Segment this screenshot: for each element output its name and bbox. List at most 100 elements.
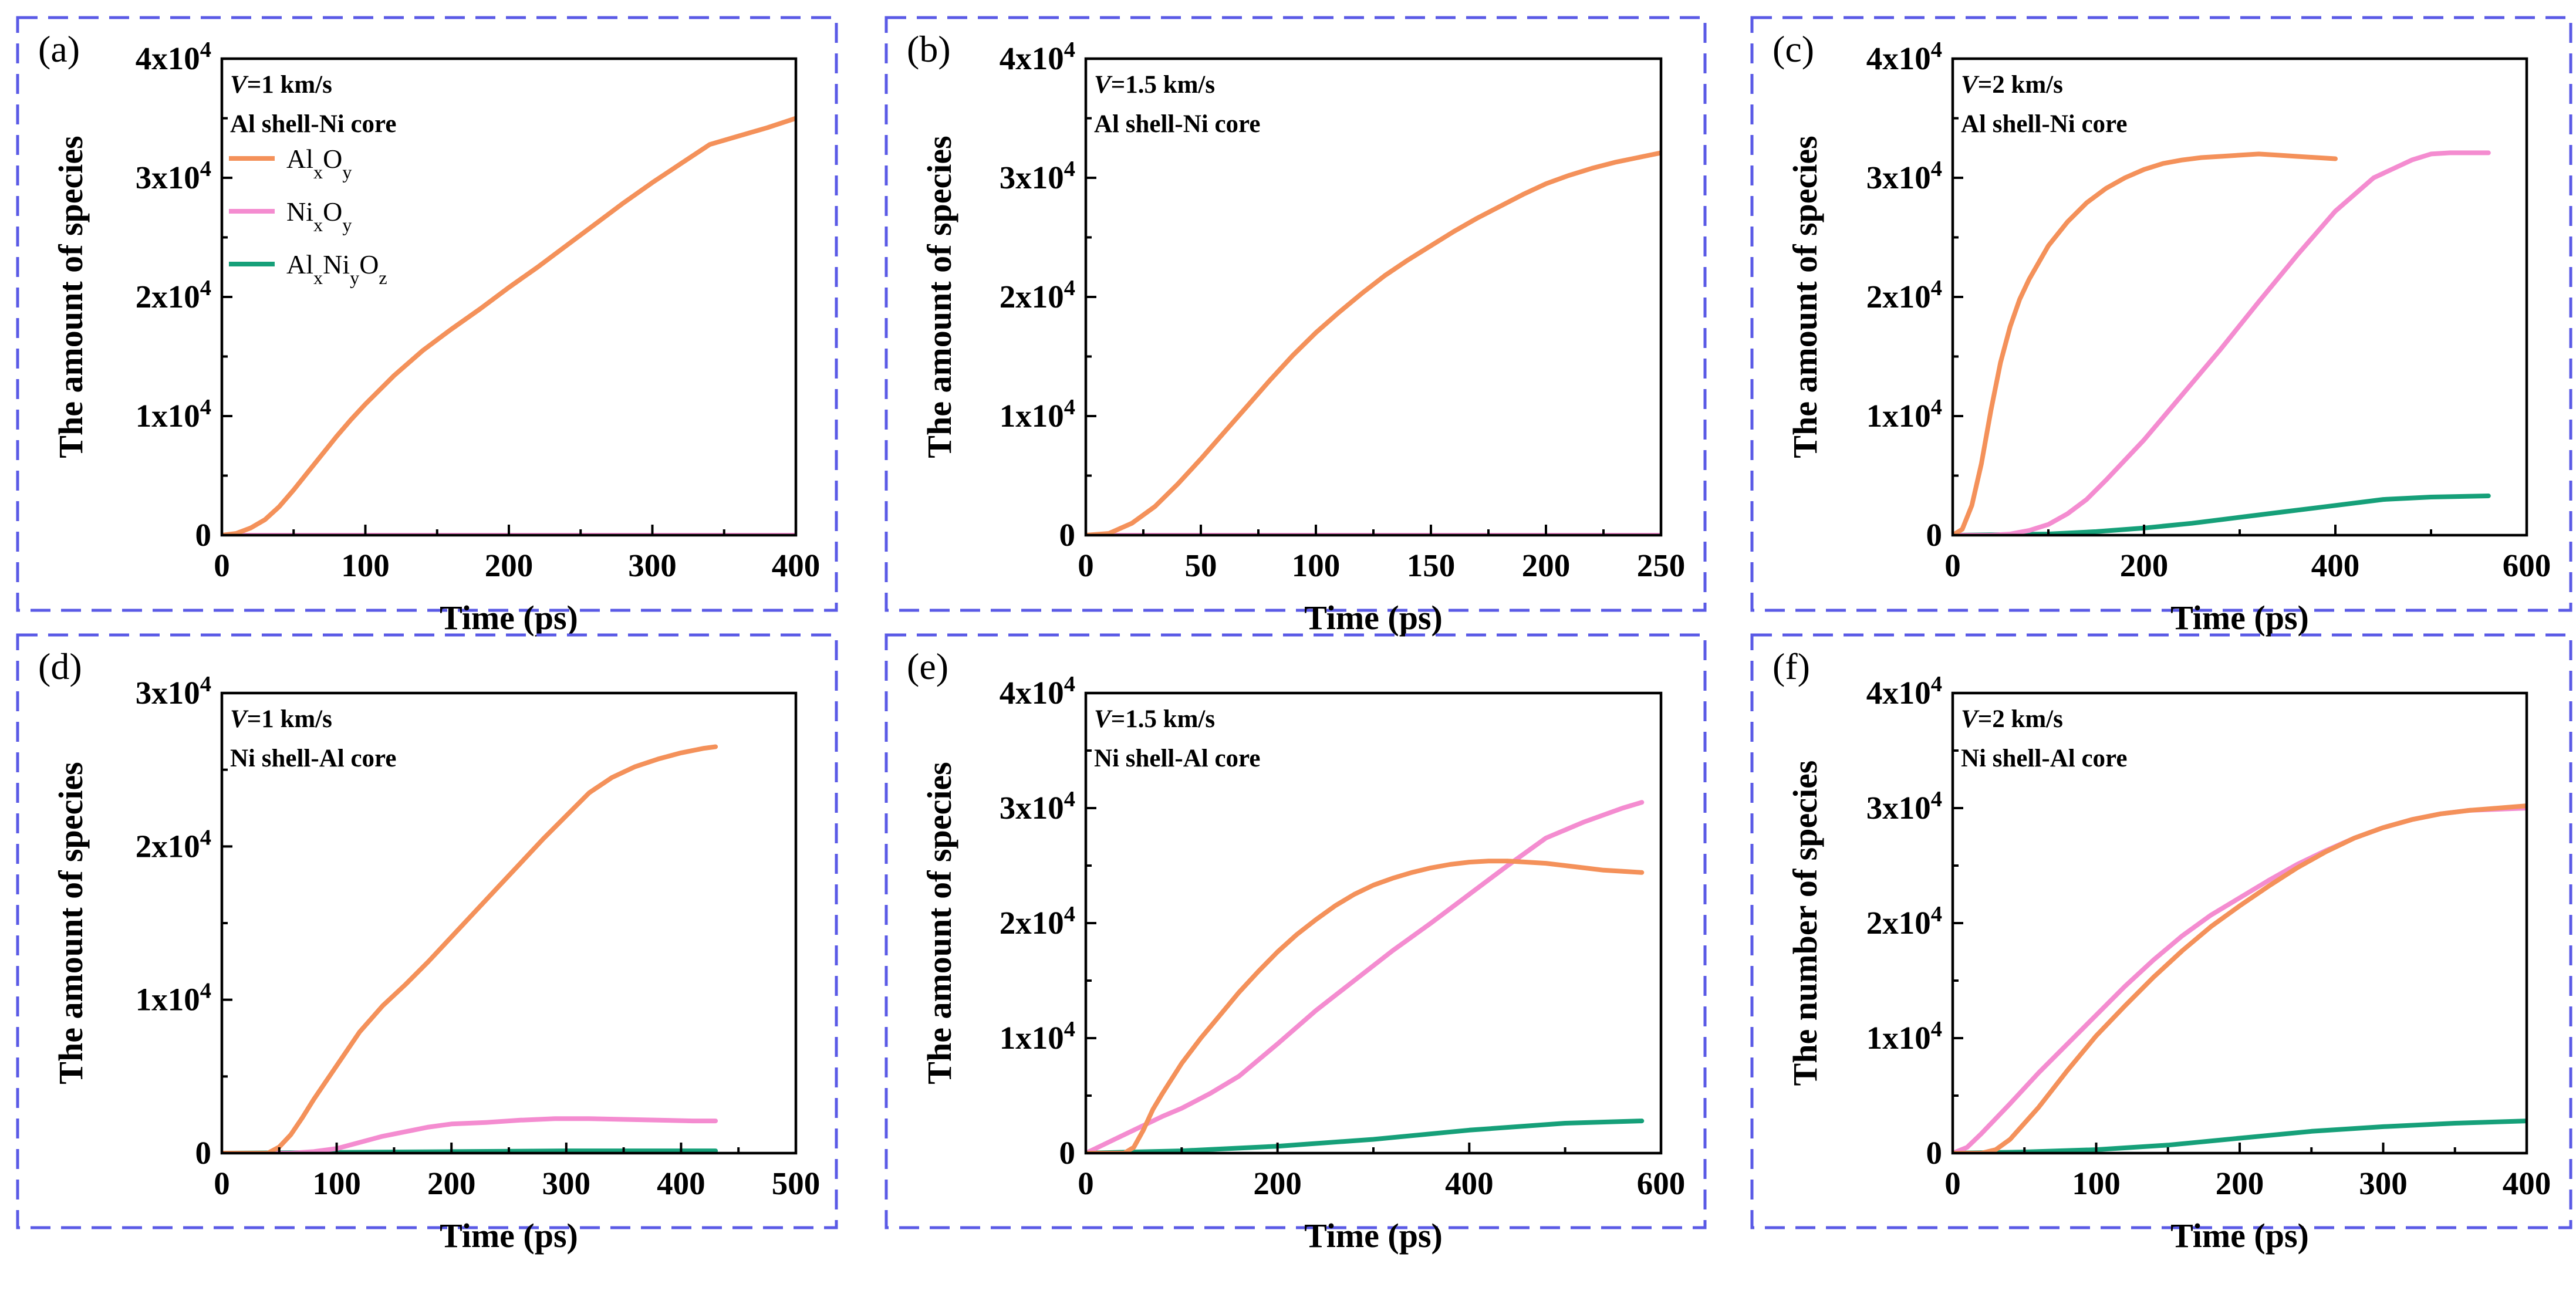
series-AlxOy (1086, 150, 1661, 535)
panel-label: (b) (907, 28, 951, 70)
velocity-annotation: V=2 km/s (1961, 705, 2063, 733)
x-axis-title: Time (ps) (440, 599, 578, 637)
y-tick-label: 3x104 (1000, 157, 1075, 195)
y-tick-label: 0 (1926, 1135, 1943, 1171)
x-tick-label: 100 (2072, 1165, 2121, 1201)
velocity-annotation: V=1.5 km/s (1094, 71, 1215, 99)
x-tick-label: 0 (1944, 548, 1961, 583)
x-tick-label: 400 (2311, 548, 2360, 583)
x-tick-label: 200 (2120, 548, 2169, 583)
x-tick-label: 400 (657, 1165, 705, 1201)
y-tick-label: 2x104 (1000, 902, 1075, 941)
x-tick-label: 300 (2359, 1165, 2408, 1201)
x-tick-label: 400 (772, 548, 821, 583)
panel-border (16, 633, 838, 1229)
y-tick-label: 4x104 (136, 38, 211, 76)
y-tick-label: 0 (195, 1135, 212, 1171)
x-axis-title: Time (ps) (440, 1217, 578, 1255)
x-tick-label: 0 (1078, 1165, 1094, 1201)
y-tick-label: 2x104 (136, 825, 211, 864)
y-tick-label: 3x104 (1866, 157, 1942, 195)
series-NixOy (1953, 150, 2491, 535)
x-tick-label: 50 (1185, 548, 1217, 583)
panel-f: (f) 0 100 200 300 400 0 1x104 2x104 3x104 4x104 Tim… (1750, 633, 2572, 1255)
panel-border (1750, 16, 2572, 612)
series-AlxOy (1953, 151, 2338, 535)
y-tick-label: 0 (1059, 517, 1076, 553)
panel-border (16, 16, 838, 612)
x-tick-label: 0 (1944, 1165, 1961, 1201)
y-tick-label: 0 (195, 517, 212, 553)
y-tick-label: 1x104 (1866, 395, 1942, 434)
series-AlxNiyOz (1953, 494, 2491, 535)
y-tick-label: 0 (1926, 517, 1943, 553)
panel-label: (a) (38, 28, 80, 70)
config-annotation: Ni shell-Al core (230, 745, 396, 772)
x-tick-label: 100 (312, 1165, 361, 1201)
panel-d: (d) 0 100 200 300 400 500 0 1x104 2x104 3x104 Time … (16, 633, 838, 1255)
legend: AlxOy NixOy AlxNiyOz (229, 144, 387, 288)
y-tick-label: 1x104 (136, 979, 211, 1018)
y-tick-label: 1x104 (1866, 1017, 1942, 1056)
series-AlxOy (1086, 859, 1645, 1153)
config-annotation: Ni shell-Al core (1961, 745, 2127, 772)
velocity-annotation: V=1.5 km/s (1094, 705, 1215, 733)
x-axis-title: Time (ps) (2170, 1217, 2309, 1255)
legend-label: NixOy (286, 197, 352, 235)
y-axis-title: The amount of species (920, 762, 958, 1084)
config-annotation: Al shell-Ni core (230, 110, 396, 138)
y-tick-label: 1x104 (1000, 1017, 1075, 1056)
y-axis-title: The amount of species (1786, 136, 1824, 458)
x-tick-label: 200 (1522, 548, 1571, 583)
panel-e: (e) 0 200 400 600 0 1x104 2x104 3x104 4x104 Time (… (884, 633, 1707, 1255)
x-tick-label: 100 (341, 548, 390, 583)
series-AlxOy (222, 116, 796, 535)
panel-b: (b) 0 50 100 150 200 250 0 1x104 2x104 3x104 4x104 T… (884, 16, 1707, 637)
velocity-annotation: V=1 km/s (230, 71, 332, 99)
series-NixOy (1953, 806, 2527, 1153)
series-AlxOy (222, 744, 718, 1153)
panel-border (884, 633, 1707, 1229)
legend-label: AlxNiyOz (286, 249, 387, 288)
panel-label: (c) (1773, 28, 1814, 70)
panel-a: (a) 0 100 200 300 400 0 1x104 2x104 3x104 4x104 Tim… (16, 16, 838, 637)
config-annotation: Al shell-Ni core (1094, 110, 1260, 138)
config-annotation: Al shell-Ni core (1961, 110, 2127, 138)
panel-border (1750, 633, 2572, 1229)
y-tick-label: 4x104 (1866, 38, 1942, 76)
y-tick-label: 2x104 (1866, 276, 1942, 315)
x-tick-label: 400 (1445, 1165, 1494, 1201)
x-tick-label: 400 (2503, 1165, 2551, 1201)
config-annotation: Ni shell-Al core (1094, 745, 1260, 772)
panel-label: (f) (1773, 646, 1810, 687)
x-tick-label: 150 (1407, 548, 1456, 583)
velocity-annotation: V=1 km/s (230, 705, 332, 733)
x-axis-title: Time (ps) (1304, 1217, 1443, 1255)
y-axis-title: The amount of species (52, 762, 90, 1084)
x-tick-label: 200 (2216, 1165, 2264, 1201)
y-axis-title: The number of species (1786, 761, 1824, 1086)
series-AlxNiyOz (1953, 1119, 2527, 1153)
series-NixOy (222, 1116, 718, 1153)
y-tick-label: 4x104 (1866, 672, 1942, 711)
x-tick-label: 200 (1253, 1165, 1302, 1201)
x-tick-label: 200 (485, 548, 534, 583)
x-tick-label: 0 (1078, 548, 1094, 583)
x-tick-label: 300 (542, 1165, 591, 1201)
x-tick-label: 250 (1637, 548, 1686, 583)
series-AlxOy (1953, 803, 2527, 1153)
panel-label: (e) (907, 646, 948, 687)
series-AlxNiyOz (1086, 1119, 1645, 1153)
x-tick-label: 600 (1637, 1165, 1686, 1201)
y-axis-title: The amount of species (52, 136, 90, 458)
panel-label: (d) (38, 646, 82, 687)
velocity-annotation: V=2 km/s (1961, 71, 2063, 99)
y-tick-label: 2x104 (1000, 276, 1075, 315)
y-axis-title: The amount of species (920, 136, 958, 458)
y-tick-label: 4x104 (1000, 672, 1075, 711)
x-axis-title: Time (ps) (1304, 599, 1443, 637)
x-tick-label: 100 (1292, 548, 1341, 583)
y-tick-label: 3x104 (1000, 787, 1075, 826)
x-tick-label: 500 (772, 1165, 821, 1201)
